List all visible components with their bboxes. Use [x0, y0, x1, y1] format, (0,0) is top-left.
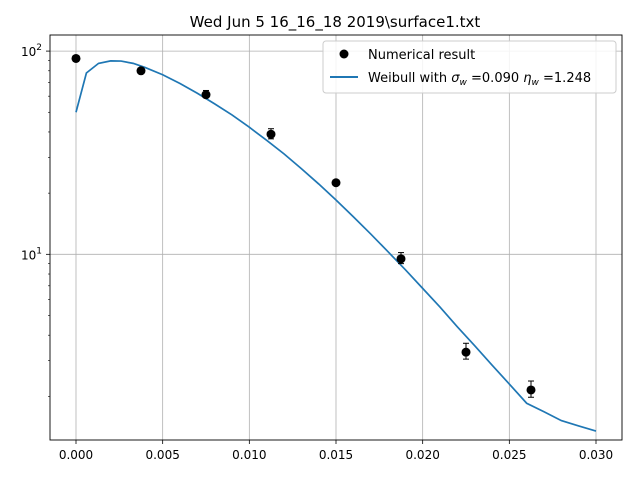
- y-tick-label: 102: [21, 43, 42, 59]
- x-tick-label: 0.025: [492, 448, 526, 462]
- x-tick-label: 0.005: [145, 448, 179, 462]
- y-tick-label: 101: [21, 246, 42, 262]
- x-tick-label: 0.010: [232, 448, 266, 462]
- data-point: [331, 178, 341, 188]
- data-point: [266, 129, 276, 139]
- weibull-series: [75, 60, 597, 432]
- x-tick-label: 0.015: [319, 448, 353, 462]
- legend-eta-sub: w: [532, 78, 540, 88]
- legend-label-weibull-prefix: Weibull with: [368, 71, 451, 86]
- legend: Numerical result Weibull with σw =0.090 …: [322, 40, 617, 94]
- legend-eta-value: =1.248: [539, 71, 591, 86]
- legend-marker-numerical: [339, 49, 349, 59]
- data-point: [396, 254, 406, 264]
- legend-box: [322, 40, 617, 94]
- data-point: [71, 53, 81, 63]
- legend-label-weibull: Weibull with σw =0.090 ηw =1.248: [368, 71, 591, 88]
- data-point: [201, 90, 211, 100]
- x-tick-label: 0.030: [579, 448, 613, 462]
- data-point: [136, 66, 146, 76]
- legend-eta-symbol: η: [523, 71, 531, 86]
- chart-title: Wed Jun 5 16_16_18 2019\surface1.txt: [190, 13, 481, 32]
- y-axis: 101 102: [21, 43, 50, 397]
- legend-label-numerical: Numerical result: [368, 48, 475, 63]
- data-point: [526, 385, 536, 395]
- legend-sigma-value: =0.090: [467, 71, 523, 86]
- numerical-series: [71, 53, 536, 398]
- weibull-line: [75, 60, 597, 432]
- legend-sigma-symbol: σ: [451, 71, 460, 86]
- legend-sigma-sub: w: [460, 78, 468, 88]
- data-point: [461, 347, 471, 357]
- x-axis: 0.000 0.005 0.010 0.015 0.020 0.025 0.030: [59, 440, 613, 462]
- x-tick-label: 0.000: [59, 448, 93, 462]
- x-tick-label: 0.020: [405, 448, 439, 462]
